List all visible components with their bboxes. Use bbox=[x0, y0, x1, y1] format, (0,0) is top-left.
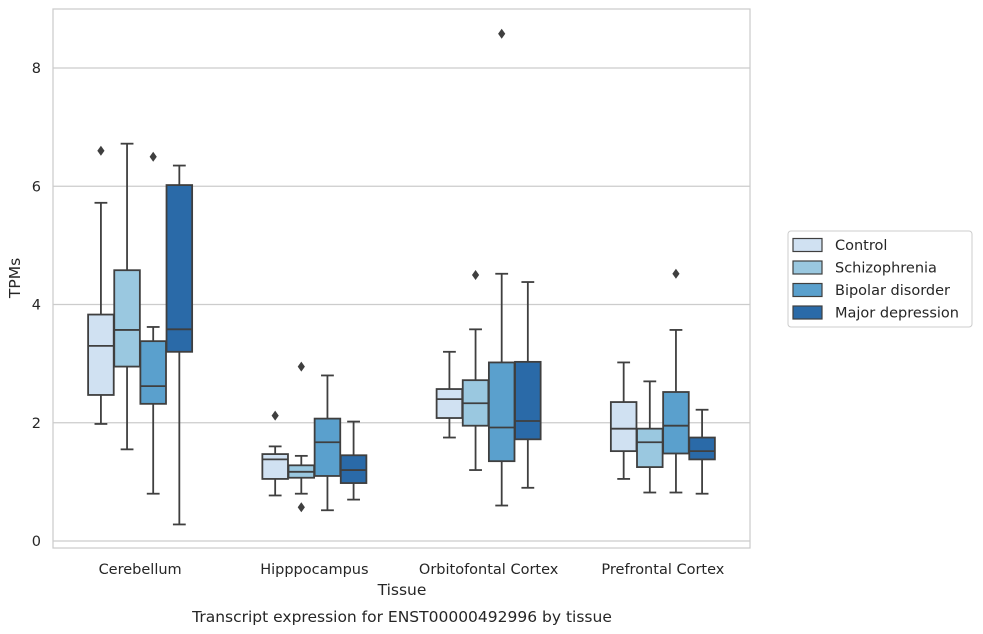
chart-caption: Transcript expression for ENST0000049299… bbox=[191, 608, 612, 626]
iqr-box bbox=[609, 401, 638, 453]
iqr-box bbox=[113, 269, 141, 368]
y-tick-label: 6 bbox=[32, 179, 41, 195]
legend-items: Control Schizophrenia Bipolar disorder Majo… bbox=[792, 237, 959, 322]
legend-swatch bbox=[792, 237, 823, 253]
outlier-point bbox=[297, 502, 305, 513]
y-axis-title: TPMs bbox=[6, 258, 24, 299]
box-bipolar-disorder bbox=[662, 268, 690, 494]
box-schizophrenia bbox=[287, 361, 316, 513]
legend-label: Major depression bbox=[835, 306, 959, 322]
box-bipolar-disorder bbox=[139, 151, 167, 495]
legend-label: Schizophrenia bbox=[835, 261, 937, 277]
legend-label: Bipolar disorder bbox=[835, 283, 950, 299]
iqr-box bbox=[435, 388, 464, 419]
iqr-box bbox=[662, 391, 690, 455]
x-tick-label: Hipppocampus bbox=[260, 562, 368, 578]
y-tick-label: 0 bbox=[32, 534, 41, 550]
iqr-box bbox=[313, 417, 342, 477]
box-major-depression bbox=[514, 281, 542, 489]
legend-swatch bbox=[792, 282, 823, 298]
x-tick-label: Prefrontal Cortex bbox=[601, 562, 724, 578]
box-control bbox=[87, 145, 115, 425]
x-axis-title: Tissue bbox=[377, 581, 427, 599]
box-control bbox=[609, 361, 638, 480]
legend-swatch bbox=[792, 260, 823, 275]
box-schizophrenia bbox=[461, 269, 490, 471]
outlier-point bbox=[271, 410, 279, 421]
outlier-point bbox=[672, 268, 680, 279]
y-tick-label: 8 bbox=[32, 61, 41, 77]
x-tick-label: Cerebellum bbox=[99, 562, 182, 578]
legend-swatch bbox=[792, 305, 823, 320]
outlier-point bbox=[297, 361, 305, 372]
iqr-box bbox=[487, 361, 516, 463]
box-control bbox=[261, 410, 289, 497]
box-schizophrenia bbox=[113, 142, 141, 451]
iqr-box bbox=[688, 436, 716, 461]
x-tick-label: Orbitofontal Cortex bbox=[419, 562, 559, 578]
box-major-depression bbox=[339, 420, 368, 501]
iqr-box bbox=[636, 427, 664, 468]
iqr-box bbox=[514, 360, 542, 441]
iqr-box bbox=[165, 184, 194, 353]
y-tick-label: 4 bbox=[32, 298, 41, 314]
y-tick-label: 2 bbox=[32, 416, 41, 432]
box-bipolar-disorder bbox=[487, 28, 516, 507]
gridlines bbox=[53, 67, 750, 542]
iqr-box bbox=[261, 453, 289, 480]
box-schizophrenia bbox=[636, 380, 664, 494]
x-axis-ticks: Cerebellum Hipppocampus Orbitofontal Corte… bbox=[99, 562, 725, 578]
outlier-point bbox=[149, 151, 157, 162]
box-bipolar-disorder bbox=[313, 374, 342, 512]
plot-area-frame bbox=[52, 8, 751, 549]
outlier-point bbox=[97, 145, 105, 156]
iqr-box bbox=[87, 313, 115, 396]
outlier-point bbox=[471, 269, 480, 280]
legend-label: Control bbox=[835, 238, 887, 254]
box-major-depression bbox=[688, 408, 716, 495]
boxes bbox=[87, 28, 716, 526]
legend-frame bbox=[787, 230, 973, 328]
y-axis-ticks: 0 2 4 6 8 bbox=[32, 61, 41, 550]
box-major-depression bbox=[165, 164, 194, 526]
legend: Control Schizophrenia Bipolar disorder Majo… bbox=[787, 230, 973, 328]
box-control bbox=[435, 350, 464, 439]
iqr-box bbox=[139, 340, 167, 405]
outlier-point bbox=[498, 28, 506, 39]
